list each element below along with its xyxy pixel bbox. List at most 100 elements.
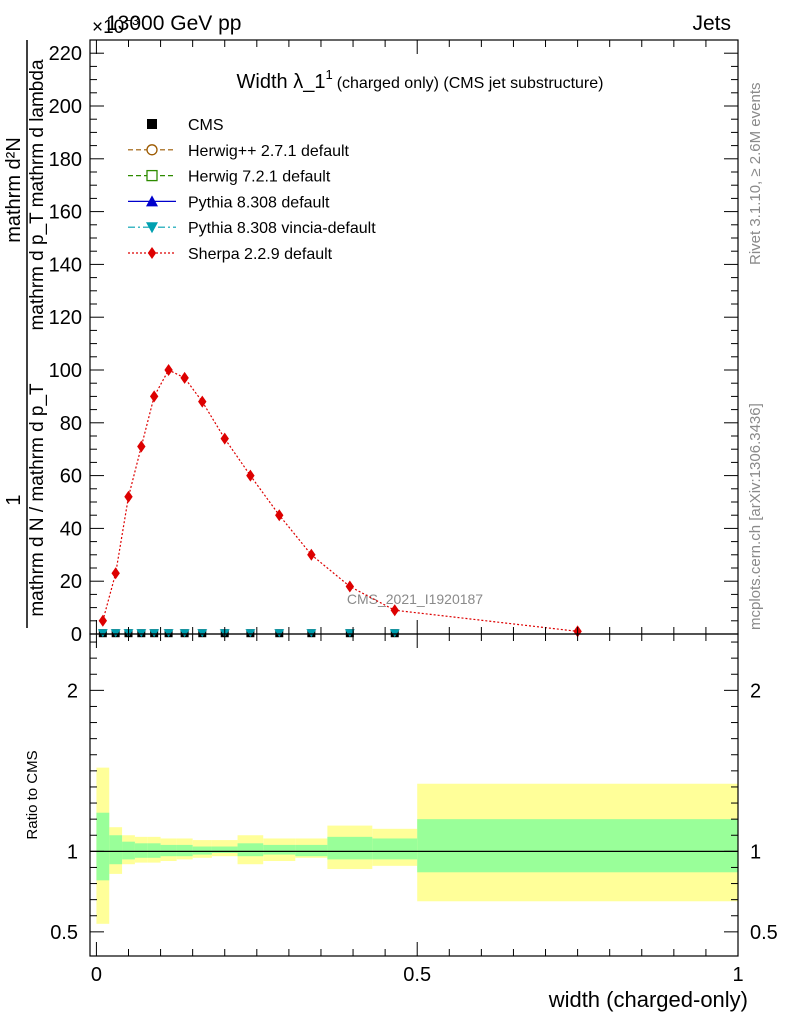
data-point xyxy=(345,580,355,593)
legend-entry: Herwig++ 2.7.1 default xyxy=(128,143,350,160)
legend-label: Pythia 8.308 default xyxy=(188,194,330,211)
legend-entry: Pythia 8.308 default xyxy=(128,194,330,211)
data-point xyxy=(275,509,284,522)
header-right: Jets xyxy=(692,12,731,35)
data-point xyxy=(274,629,285,638)
data-point xyxy=(389,629,400,638)
y-tick-label: 220 xyxy=(49,43,82,65)
y-tick-label: 100 xyxy=(49,360,82,382)
data-point xyxy=(390,604,399,617)
data-point xyxy=(97,629,108,638)
data-point xyxy=(307,548,316,561)
ratio-band-stat xyxy=(192,846,212,855)
legend-entry: CMS xyxy=(147,117,224,134)
legend: CMS Herwig++ 2.7.1 default Herwig 7.2.1 de… xyxy=(128,117,376,263)
ratio-band-stat xyxy=(372,838,418,860)
ratio-band-stat xyxy=(211,846,238,853)
legend-label: Pythia 8.308 vincia-default xyxy=(188,220,376,237)
ratio-bands xyxy=(96,767,738,924)
data-point xyxy=(137,440,146,453)
y-tick-label: 140 xyxy=(49,254,82,276)
ratio-y-tick-label-right: 0.5 xyxy=(750,922,778,944)
legend-entry: Sherpa 2.2.9 default xyxy=(128,246,333,263)
y-tick-label: 120 xyxy=(49,307,82,329)
legend-entry: Pythia 8.308 vincia-default xyxy=(128,220,376,237)
legend-label: Herwig 7.2.1 default xyxy=(188,169,331,186)
legend-label: Sherpa 2.2.9 default xyxy=(188,246,333,263)
y-tick-label: 80 xyxy=(60,413,82,435)
legend-entry: Herwig 7.2.1 default xyxy=(128,169,331,186)
data-point xyxy=(149,390,159,403)
ratio-band-stat xyxy=(147,843,161,858)
ratio-y-axis-label: Ratio to CMS xyxy=(24,750,41,839)
x-tick-label: 1 xyxy=(732,964,743,986)
y-tick-label: 160 xyxy=(49,202,82,224)
ratio-y-tick-label-right: 1 xyxy=(750,841,761,863)
ylabel-numerator: mathrm d²N xyxy=(3,137,25,243)
ratio-y-tick-label: 0.5 xyxy=(50,922,78,944)
x-tick-label: 0.5 xyxy=(403,964,431,986)
data-point xyxy=(246,469,255,482)
data-point xyxy=(180,371,189,384)
ratio-band-stat xyxy=(327,836,373,860)
data-point xyxy=(306,629,317,638)
ylabel-prefix-den: mathrm d N / mathrm d p_T xyxy=(27,383,48,617)
ratio-y-tick-label: 1 xyxy=(67,841,78,863)
data-point xyxy=(111,567,120,580)
rivet-label: Rivet 3.1.10, ≥ 2.6M events xyxy=(747,83,764,266)
ratio-band-stat xyxy=(160,844,177,857)
data-point xyxy=(197,629,208,638)
data-point xyxy=(245,629,256,638)
mcplots-label: mcplots.cern.ch [arXiv:1306.3436] xyxy=(747,403,764,630)
y-tick-label: 180 xyxy=(49,149,82,171)
legend-marker xyxy=(146,169,158,182)
y-tick-label: 0 xyxy=(71,624,82,646)
x-tick-label: 0 xyxy=(91,964,102,986)
legend-marker xyxy=(146,144,158,156)
data-point xyxy=(220,432,229,445)
data-point xyxy=(147,247,157,259)
legend-label: Herwig++ 2.7.1 default xyxy=(188,143,350,160)
ratio-band-stat xyxy=(122,841,135,860)
legend-label: CMS xyxy=(188,117,224,134)
ratio-band-stat xyxy=(237,843,264,857)
ratio-band-stat xyxy=(263,844,296,855)
data-point xyxy=(98,614,108,627)
plot-title: Width λ_11(charged only) (CMS jet substr… xyxy=(237,67,604,93)
ylabel-denominator: mathrm d p_T mathrm d lambda xyxy=(27,59,48,330)
ratio-band-stat xyxy=(134,843,148,858)
ratio-frame xyxy=(89,633,739,957)
main-series xyxy=(97,364,582,638)
data-point xyxy=(149,629,160,638)
y-tick-label: 40 xyxy=(60,518,82,540)
ylabel-prefix-num: 1 xyxy=(3,494,25,505)
series-sherpa-2-2-9-default xyxy=(98,364,582,638)
header-left: 13000 GeV pp xyxy=(106,12,241,35)
ratio-y-tick-label-right: 2 xyxy=(750,680,761,702)
ratio-band-stat xyxy=(176,844,193,857)
data-point xyxy=(164,364,173,376)
y-tick-label: 20 xyxy=(60,571,82,593)
analysis-watermark: CMS_2021_I1920187 xyxy=(347,591,483,607)
data-point xyxy=(124,490,133,503)
ratio-band-stat xyxy=(96,812,110,881)
series-line xyxy=(102,369,578,632)
data-point xyxy=(163,629,174,638)
exponent-label: ×10−3 xyxy=(92,13,139,38)
ratio-band-stat xyxy=(109,835,123,865)
ratio-band-stat xyxy=(417,819,738,873)
legend-marker xyxy=(147,119,157,129)
legend-marker xyxy=(146,222,158,234)
data-point xyxy=(110,629,121,638)
y-tick-label: 200 xyxy=(49,96,82,118)
y-tick-label: 60 xyxy=(60,466,82,488)
data-point xyxy=(344,629,355,638)
legend-marker xyxy=(146,195,158,207)
data-point xyxy=(179,629,190,638)
main-y-axis-label: 1 mathrm d²N mathrm d N / mathrm d p_T m… xyxy=(3,40,48,628)
data-point xyxy=(136,629,147,638)
ratio-band-stat xyxy=(295,844,328,857)
data-point xyxy=(198,395,207,408)
